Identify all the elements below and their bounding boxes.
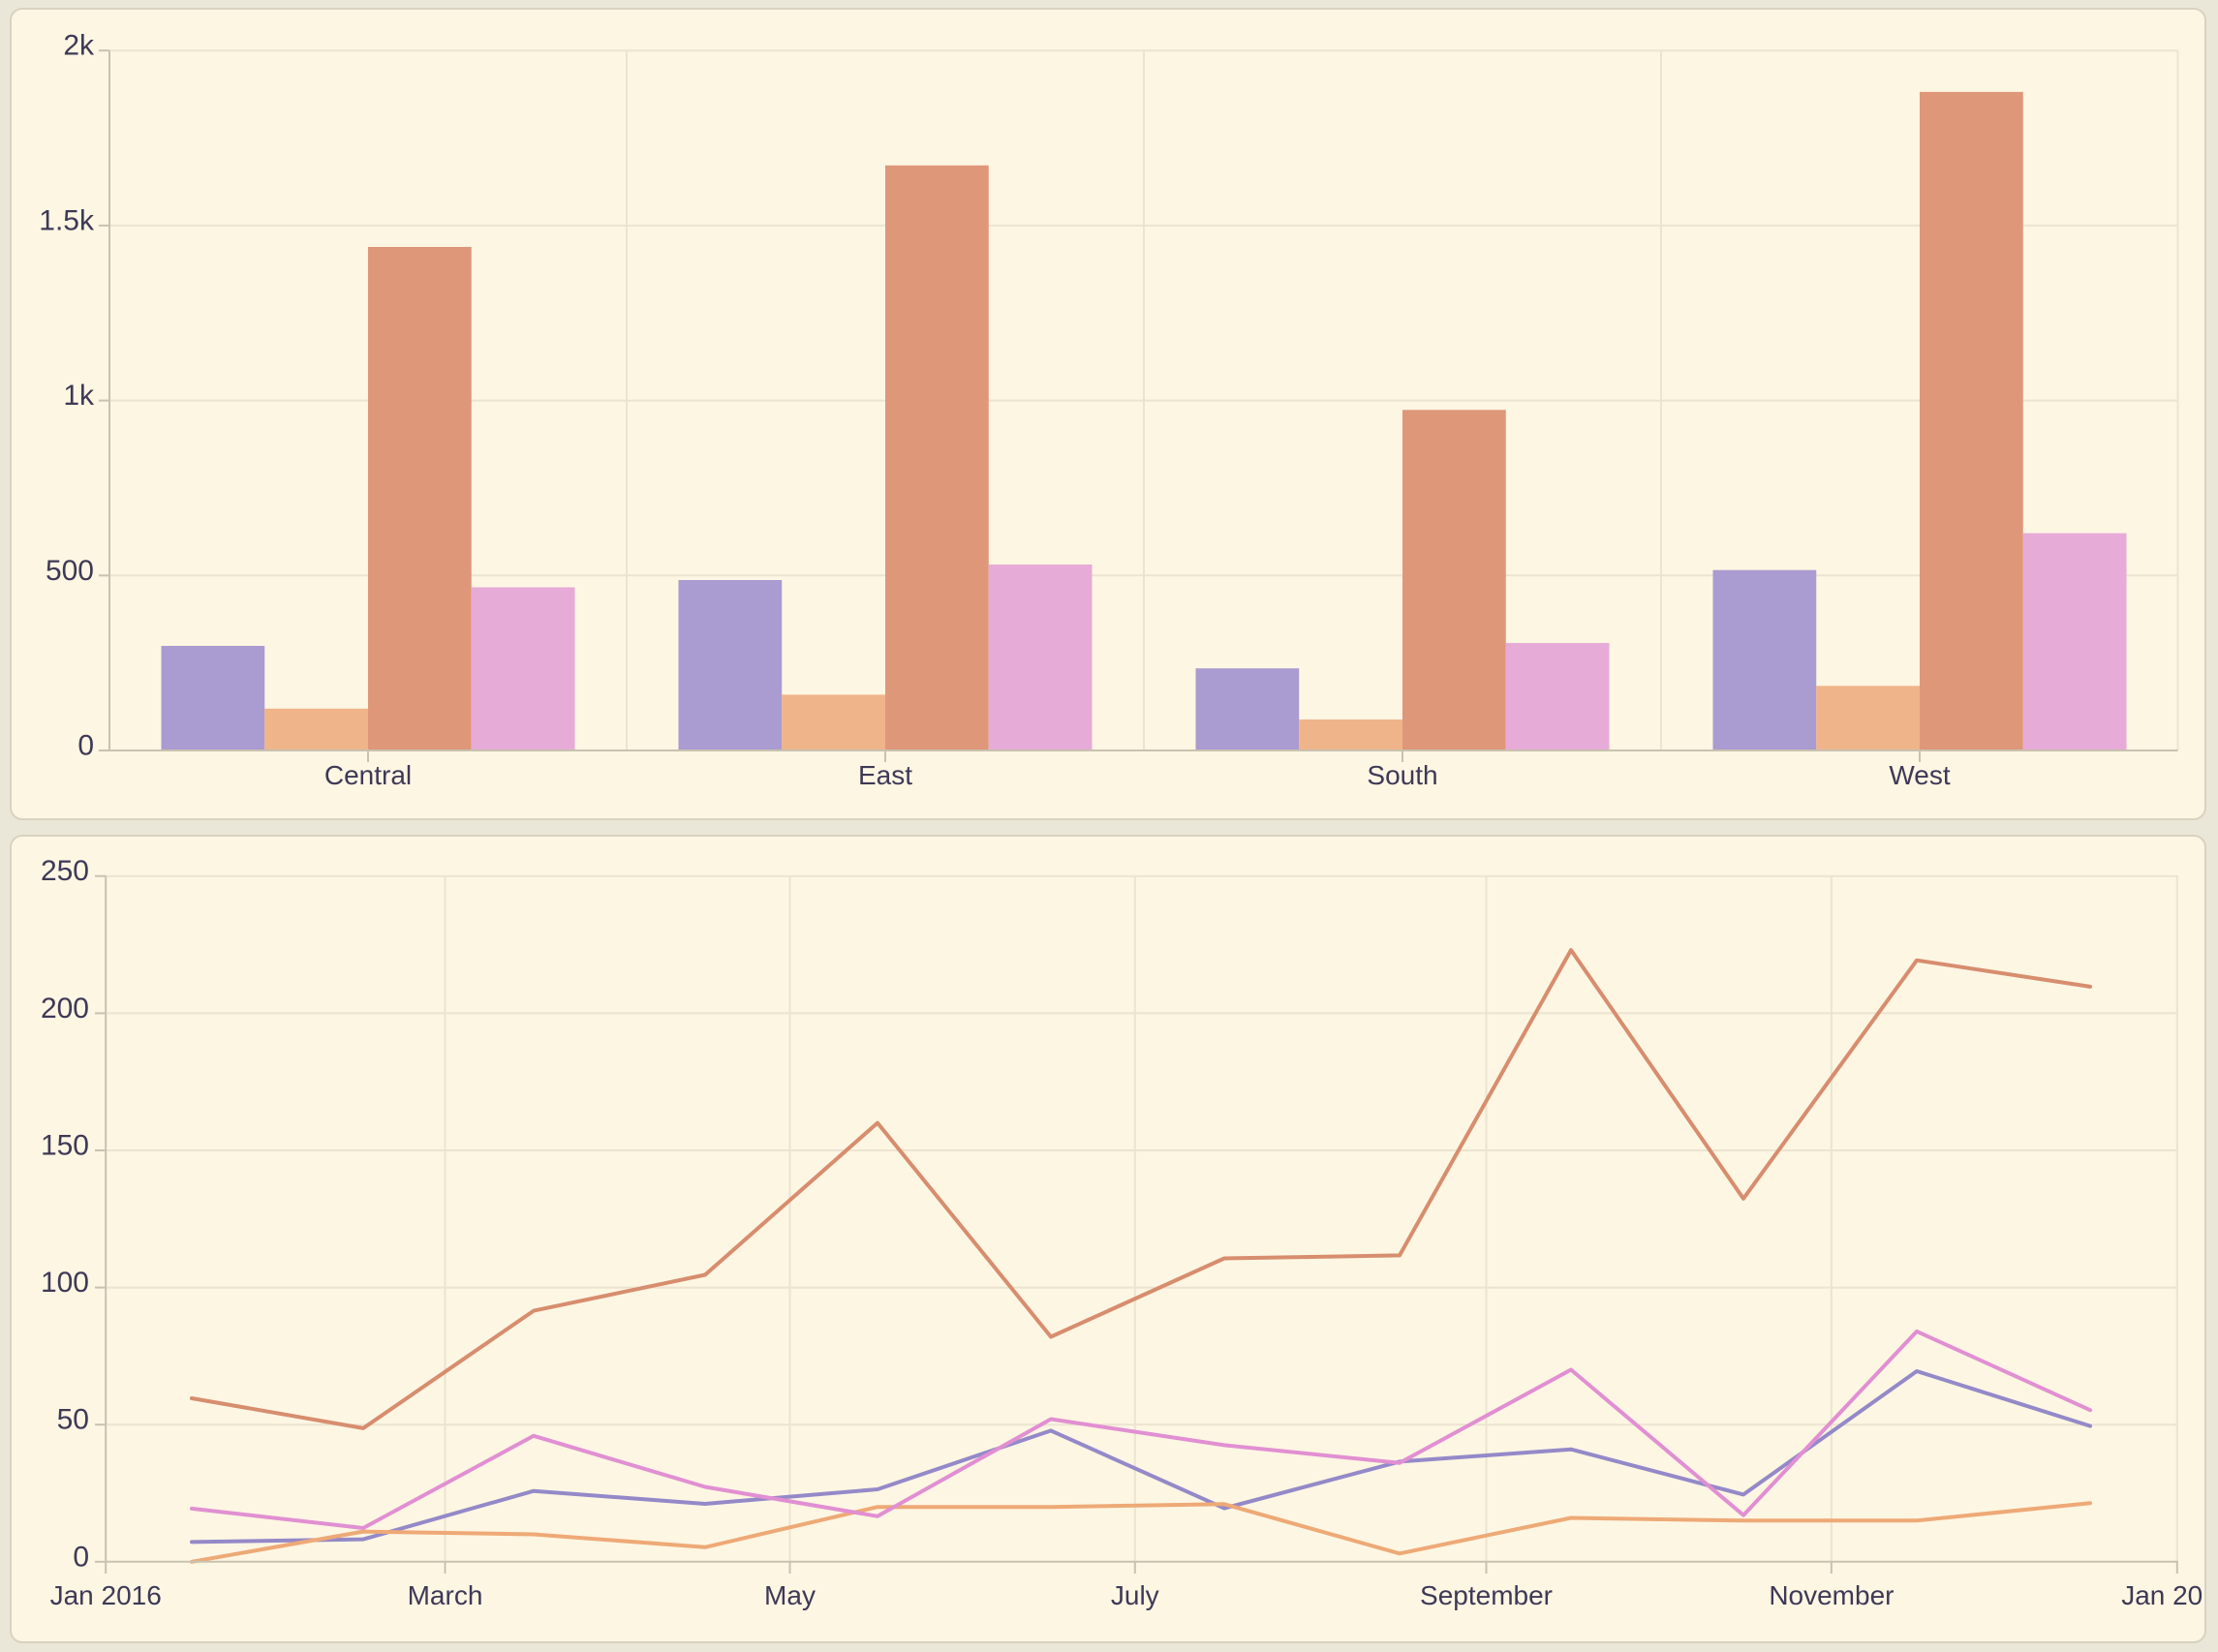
- svg-text:September: September: [1420, 1580, 1553, 1610]
- svg-text:Jan 2016: Jan 2016: [50, 1580, 162, 1610]
- svg-text:1k: 1k: [63, 380, 95, 412]
- svg-text:May: May: [764, 1580, 816, 1610]
- svg-text:July: July: [1111, 1580, 1159, 1610]
- svg-text:West: West: [1889, 760, 1950, 790]
- svg-text:March: March: [408, 1580, 483, 1610]
- svg-text:150: 150: [41, 1130, 89, 1162]
- svg-text:50: 50: [57, 1404, 89, 1436]
- svg-text:Jan 2017: Jan 2017: [2121, 1580, 2218, 1610]
- svg-text:November: November: [1769, 1580, 1894, 1610]
- svg-text:Central: Central: [324, 760, 412, 790]
- svg-text:South: South: [1367, 760, 1437, 790]
- svg-text:0: 0: [77, 730, 94, 762]
- svg-text:2k: 2k: [63, 30, 95, 62]
- svg-text:0: 0: [73, 1541, 89, 1573]
- svg-text:200: 200: [41, 993, 89, 1025]
- svg-text:500: 500: [46, 555, 94, 587]
- svg-text:East: East: [858, 760, 912, 790]
- svg-text:100: 100: [41, 1267, 89, 1299]
- svg-text:1.5k: 1.5k: [39, 204, 95, 236]
- svg-text:250: 250: [41, 855, 89, 887]
